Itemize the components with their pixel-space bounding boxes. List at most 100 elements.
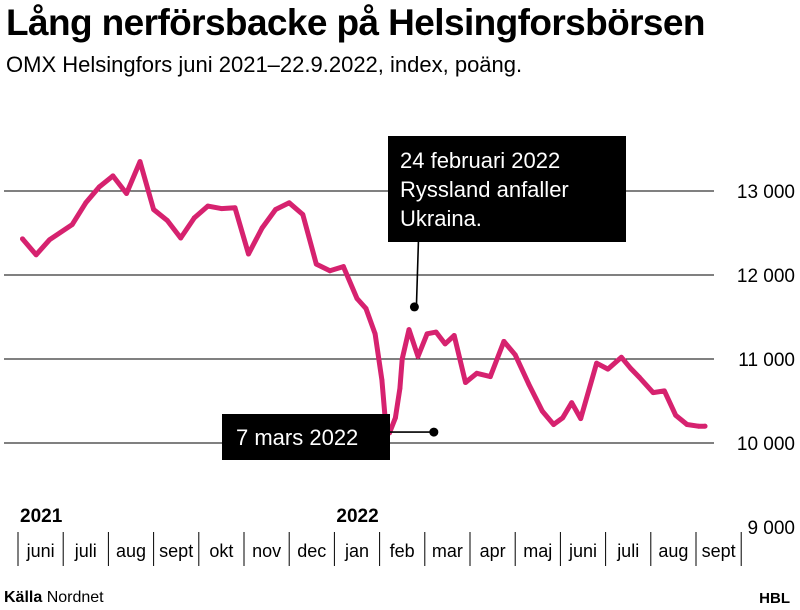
data-point — [501, 338, 507, 344]
source-name: Nordnet — [46, 589, 104, 606]
month-label: juni — [26, 541, 55, 561]
y-axis-ticks: 13 000 12 000 11 000 10 000 9 000 — [737, 182, 795, 539]
data-point — [83, 200, 89, 206]
data-point — [424, 331, 430, 337]
data-point — [363, 306, 369, 311]
annotation-box — [222, 414, 390, 460]
annotations: 24 februari 2022 Ryssland anfaller Ukraina… — [222, 136, 626, 460]
data-point — [451, 333, 457, 338]
month-label: apr — [480, 541, 506, 561]
data-point — [354, 296, 360, 301]
y-tick-label: 11 000 — [738, 350, 795, 371]
data-point — [397, 386, 403, 391]
data-point — [259, 225, 265, 231]
data-point — [47, 237, 53, 243]
data-point — [300, 212, 306, 217]
month-label: sept — [702, 541, 736, 561]
month-label: nov — [252, 541, 281, 561]
month-label: aug — [116, 541, 146, 561]
month-label: sept — [159, 541, 193, 561]
annotation-text: 7 mars 2022 — [236, 425, 358, 450]
data-point — [463, 380, 468, 385]
data-point — [124, 191, 129, 196]
data-point — [415, 354, 421, 359]
data-point — [433, 329, 439, 335]
data-point — [560, 415, 566, 421]
month-label: dec — [297, 541, 326, 561]
data-point — [442, 341, 448, 347]
annotation-text: 24 februari 2022 — [400, 148, 560, 173]
data-point — [569, 400, 575, 406]
month-label: juni — [568, 541, 597, 561]
data-point — [661, 388, 667, 394]
data-point — [20, 236, 25, 242]
data-point — [702, 423, 708, 429]
month-label: juli — [74, 541, 97, 561]
y-tick-label: 10 000 — [737, 434, 795, 455]
data-point — [578, 416, 584, 422]
data-point — [594, 360, 599, 366]
year-label: 2021 — [20, 506, 63, 527]
data-point — [219, 206, 224, 212]
data-point — [232, 205, 238, 211]
line-chart: 13 000 12 000 11 000 10 000 9 000 2021 2022 ju… — [4, 136, 795, 566]
data-point — [164, 218, 170, 223]
annotation-marker — [409, 302, 419, 312]
y-tick-label: 13 000 — [737, 182, 795, 203]
data-point — [539, 408, 545, 414]
month-label: mar — [432, 541, 463, 561]
series-points — [20, 159, 708, 436]
annotation-text: Ukraina. — [400, 206, 482, 231]
data-point — [33, 252, 39, 258]
chart-subtitle: OMX Helsingfors juni 2021–22.9.2022, ind… — [6, 52, 523, 77]
data-point — [605, 366, 611, 372]
data-point — [327, 268, 333, 274]
data-point — [273, 207, 279, 212]
data-point — [69, 222, 75, 228]
data-point — [474, 370, 480, 376]
data-point — [191, 215, 197, 221]
data-point — [137, 159, 143, 165]
y-tick-label: 12 000 — [737, 266, 795, 287]
data-point — [551, 422, 557, 427]
data-point — [246, 251, 251, 257]
chart-title: Lång nerförsbacke på Helsingforsbörsen — [6, 2, 705, 43]
brand-logo: HBL — [759, 590, 790, 607]
data-point — [399, 356, 405, 362]
month-label: juli — [616, 541, 639, 561]
data-point — [695, 423, 701, 429]
data-point — [313, 261, 319, 267]
data-point — [487, 374, 493, 380]
source-note: Källa Nordnet — [4, 589, 104, 607]
data-point — [393, 415, 398, 421]
month-label: maj — [523, 541, 552, 561]
y-tick-label: 9 000 — [747, 518, 795, 539]
annotation-text: Ryssland anfaller — [400, 177, 569, 202]
annotation-leader — [415, 241, 420, 307]
month-label: aug — [658, 541, 688, 561]
data-point — [96, 184, 102, 190]
data-point — [205, 203, 211, 209]
data-point — [341, 264, 346, 269]
month-label: feb — [390, 541, 415, 561]
data-point — [637, 375, 642, 380]
data-point — [379, 377, 385, 383]
data-point — [526, 381, 532, 387]
month-label: okt — [209, 541, 233, 561]
data-point — [512, 352, 518, 358]
month-label: jan — [344, 541, 369, 561]
data-point — [286, 200, 292, 206]
year-label: 2022 — [336, 506, 378, 527]
data-point — [619, 354, 624, 360]
data-point — [628, 365, 633, 371]
data-point — [178, 235, 184, 241]
data-point — [110, 173, 116, 179]
source-label: Källa — [4, 589, 43, 606]
annotation-box — [388, 136, 626, 242]
data-point — [151, 207, 157, 212]
data-point — [684, 422, 690, 427]
annotation-marker — [429, 427, 439, 437]
data-point — [650, 390, 656, 395]
data-point — [673, 412, 679, 418]
